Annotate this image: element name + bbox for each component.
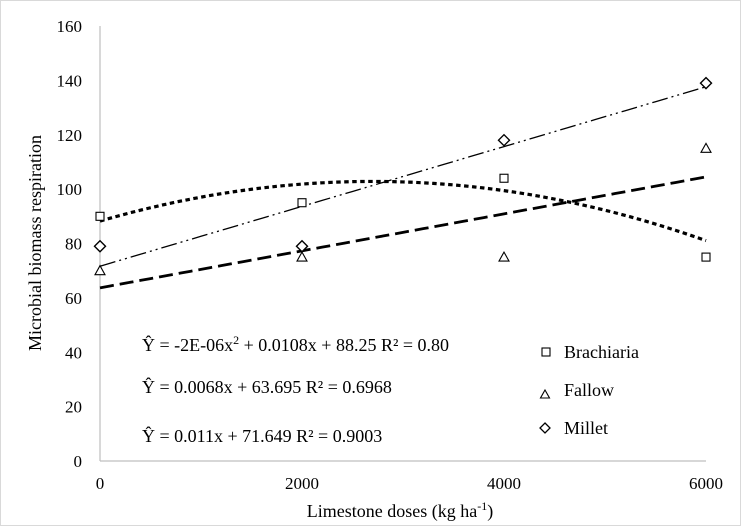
y-axis-title: Microbial biomass respiration (25, 135, 45, 351)
y-tick-label: 40 (65, 343, 82, 362)
legend-label-fallow: Fallow (564, 380, 614, 400)
x-tick-labels: 0 2000 4000 6000 (96, 474, 723, 493)
equations: Ŷ = -2E-06x2 + 0.0108x + 88.25 R² = 0.80… (142, 333, 449, 446)
data-points (93, 76, 713, 276)
x-tick-label: 4000 (487, 474, 521, 493)
marker-brachiaria (95, 211, 105, 221)
x-tick-label: 6000 (689, 474, 723, 493)
x-axis-title: Limestone doses (kg ha-1) (307, 499, 493, 522)
trendline-brachiaria (99, 179, 707, 243)
x-tick-label: 2000 (285, 474, 319, 493)
marker-millet (93, 239, 107, 253)
x-tick-label: 0 (96, 474, 105, 493)
marker-fallow (700, 142, 712, 153)
y-tick-labels: 0 20 40 60 80 100 120 140 160 (57, 17, 83, 471)
x-axis-title-sup: -1 (477, 499, 487, 513)
marker-brachiaria (701, 252, 711, 262)
marker-fallow (498, 250, 510, 262)
legend-label-brachiaria: Brachiaria (564, 342, 639, 362)
legend-marker-brachiaria (541, 347, 551, 357)
y-tick-label: 160 (57, 17, 83, 36)
marker-brachiaria (297, 198, 307, 208)
legend: Brachiaria Fallow Millet (539, 342, 639, 438)
marker-brachiaria (499, 173, 509, 183)
y-tick-label: 140 (57, 71, 83, 90)
y-tick-label: 0 (74, 452, 83, 471)
x-axis-title-main: Limestone doses (kg ha (307, 501, 477, 522)
equation-1-sup: 2 (233, 333, 239, 347)
y-tick-label: 100 (57, 180, 83, 199)
x-axis-title-end: ) (487, 501, 493, 522)
equation-1-main: Ŷ = -2E-06x (142, 334, 233, 355)
legend-marker-fallow (539, 388, 551, 399)
equation-fallow: Ŷ = 0.0068x + 63.695 R² = 0.6968 (142, 376, 392, 397)
trendline-millet (99, 86, 707, 267)
marker-millet (295, 239, 309, 253)
marker-fallow (296, 250, 308, 262)
y-tick-label: 20 (65, 398, 82, 417)
equation-millet: Ŷ = 0.011x + 71.649 R² = 0.9003 (142, 425, 382, 446)
legend-marker-millet (539, 422, 551, 434)
marker-millet (699, 76, 713, 90)
trendline-fallow (99, 175, 707, 290)
y-tick-label: 60 (65, 289, 82, 308)
y-tick-label: 120 (57, 126, 83, 145)
y-tick-label: 80 (65, 235, 82, 254)
legend-label-millet: Millet (564, 418, 608, 438)
trendlines (99, 86, 707, 290)
marker-millet (497, 133, 511, 147)
marker-fallow (94, 264, 106, 276)
equation-1-rest: + 0.0108x + 88.25 R² = 0.80 (239, 335, 449, 355)
equation-brachiaria: Ŷ = -2E-06x2 + 0.0108x + 88.25 R² = 0.80 (142, 333, 449, 355)
